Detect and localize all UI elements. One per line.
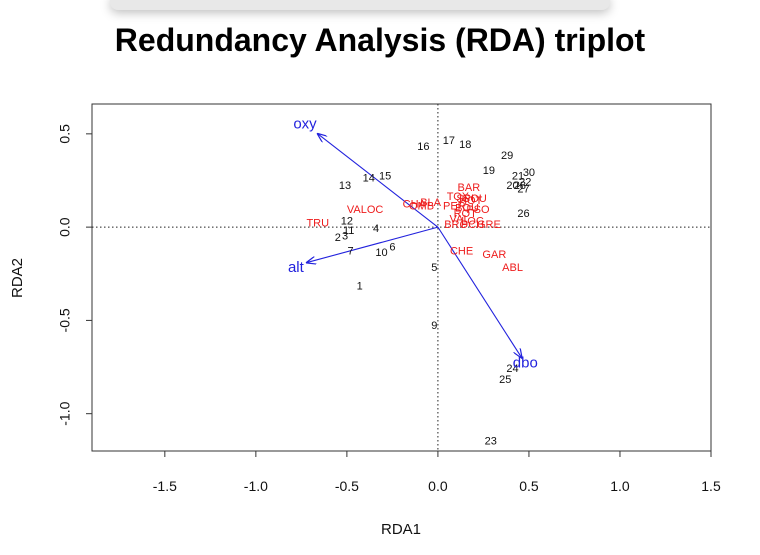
site-label: 5 (431, 262, 437, 274)
site-label: 27 (517, 184, 529, 196)
x-tick-label: -1.0 (244, 478, 268, 494)
species-label: ROT (454, 208, 478, 220)
species-label: HOT (459, 195, 483, 207)
env-labels: oxy alt dbo (288, 115, 538, 371)
y-tick-label: 0.5 (57, 124, 73, 144)
site-label: 14 (363, 173, 375, 185)
site-label: 13 (339, 180, 351, 192)
y-tick-label: 0.0 (57, 217, 73, 237)
species-label: LOC (461, 215, 484, 227)
site-label: 3 (342, 230, 348, 242)
y-tick-label: -1.0 (57, 401, 73, 425)
site-label: 24 (506, 363, 518, 375)
top-shadow-bar (110, 0, 610, 10)
x-tick-label: 1.0 (610, 478, 630, 494)
species-label: GOU (462, 193, 487, 205)
x-tick-label: -0.5 (335, 478, 359, 494)
reference-lines (92, 104, 711, 451)
site-label: 19 (483, 165, 495, 177)
site-label: 6 (389, 242, 395, 254)
site-label: 15 (379, 171, 391, 183)
site-label: 18 (459, 139, 471, 151)
species-label: ABL (502, 262, 523, 274)
site-label: 26 (517, 208, 529, 220)
site-label: 30 (523, 167, 535, 179)
site-label: 20 (506, 180, 518, 192)
site-label: 17 (443, 135, 455, 147)
env-label-alt: alt (288, 259, 305, 276)
x-tick-label: 1.5 (701, 478, 721, 494)
site-label: 9 (431, 320, 437, 332)
site-label: 23 (485, 436, 497, 448)
x-tick-label: 0.0 (428, 478, 448, 494)
species-label: VALOC (347, 204, 384, 216)
species-label: SPI (456, 193, 474, 205)
env-label-dbo: dbo (513, 354, 538, 371)
species-label: PCH (461, 219, 484, 231)
page-title: Redundancy Analysis (RDA) triplot (114, 22, 646, 58)
env-arrow-dbo (437, 226, 522, 358)
x-axis: -1.5 -1.0 -0.5 0.0 0.5 1.0 1.5 (153, 451, 721, 494)
site-label: 2 (335, 232, 341, 244)
species-label: CHE (450, 245, 473, 257)
y-tick-label: -0.5 (57, 308, 73, 332)
species-label: PER (443, 201, 466, 213)
species-label: GRE (477, 219, 501, 231)
env-arrows (307, 134, 522, 358)
species-label: GAR (482, 249, 506, 261)
species-label: BRO (444, 219, 468, 231)
site-label: 7 (347, 245, 353, 257)
species-label: BAR (458, 182, 481, 194)
species-label: VAI (449, 214, 466, 226)
site-label: 28 (514, 180, 526, 192)
env-arrow-alt (307, 226, 439, 262)
species-label: OMB (409, 201, 434, 213)
site-label: 16 (417, 141, 429, 153)
site-label: 11 (343, 225, 354, 237)
x-axis-label: RDA1 (381, 521, 421, 538)
species-label: BOU (455, 202, 479, 214)
site-label: 25 (499, 374, 511, 386)
x-tick-label: 0.5 (519, 478, 539, 494)
site-label: 22 (519, 176, 531, 188)
y-axis: -1.0 -0.5 0.0 0.5 (57, 124, 92, 426)
site-label: 10 (375, 247, 387, 259)
env-arrow-oxy (318, 134, 439, 228)
site-label: 29 (501, 150, 513, 162)
y-axis-label: RDA2 (9, 258, 26, 298)
site-label: 12 (341, 215, 353, 227)
plot-frame (91, 103, 712, 452)
species-label: PSO (466, 204, 490, 216)
env-label-oxy: oxy (293, 115, 317, 132)
species-label: TOX (447, 191, 470, 203)
x-tick-label: -1.5 (153, 478, 177, 494)
site-label: 4 (373, 223, 379, 235)
species-label: BLA (420, 197, 441, 209)
species-label: TRU (306, 217, 329, 229)
site-label: 21 (512, 171, 524, 183)
species-label: CHA (403, 199, 427, 211)
site-label: 1 (357, 281, 363, 293)
